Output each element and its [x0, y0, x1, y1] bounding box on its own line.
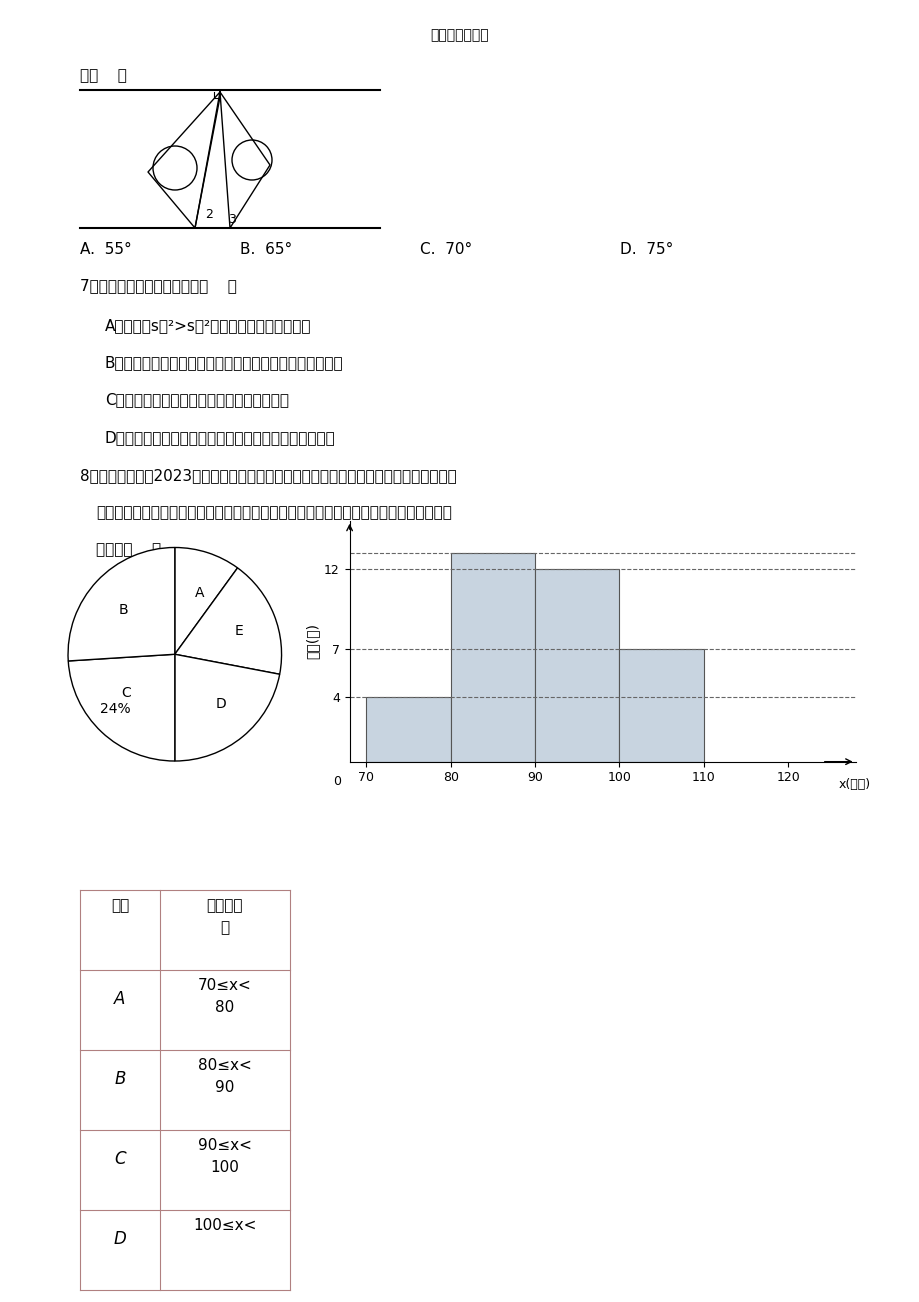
Text: 钟），并制作了如下的参赛者成绩组别表、扇形统计图和频数分布直方图．则下列说法正: 钟），并制作了如下的参赛者成绩组别表、扇形统计图和频数分布直方图．则下列说法正: [96, 505, 451, 519]
Text: 8．绥化市举办了2023年半程马拉松比赛，赛后随机抽取了部分参赛者的成绩（单位：分: 8．绥化市举办了2023年半程马拉松比赛，赛后随机抽取了部分参赛者的成绩（单位：…: [80, 467, 456, 483]
Text: B: B: [114, 1070, 126, 1088]
Text: B: B: [119, 603, 128, 617]
Bar: [535, 569, 618, 762]
Text: D: D: [215, 697, 226, 711]
Text: D: D: [114, 1230, 126, 1249]
Text: C.  70°: C. 70°: [420, 242, 471, 256]
Text: 绩: 绩: [221, 921, 230, 935]
Bar: [366, 698, 450, 762]
Text: 0: 0: [333, 775, 341, 788]
Text: A.  55°: A. 55°: [80, 242, 131, 256]
Bar: [450, 553, 535, 762]
Text: E: E: [234, 624, 243, 638]
Text: 3: 3: [228, 214, 235, 227]
Text: A．若方差s甲²>s乙²，则甲组数据的波动较小: A．若方差s甲²>s乙²，则甲组数据的波动较小: [105, 318, 312, 333]
Y-axis label: 频数(人): 频数(人): [306, 624, 320, 659]
Text: A: A: [114, 990, 126, 1008]
Text: 100: 100: [210, 1160, 239, 1174]
Text: C．三角形三条中线的交点叫做三角形的内心: C．三角形三条中线的交点叫做三角形的内心: [105, 392, 289, 408]
Text: 100≤x<: 100≤x<: [193, 1217, 256, 1233]
Text: 80: 80: [215, 1000, 234, 1016]
Text: 确的是（    ）: 确的是（ ）: [96, 542, 161, 557]
Wedge shape: [175, 654, 279, 760]
Text: 参赛者成: 参赛者成: [207, 898, 243, 913]
Text: 为（    ）: 为（ ）: [80, 68, 127, 83]
Text: x(分钟): x(分钟): [838, 777, 870, 790]
Text: 90≤x<: 90≤x<: [198, 1138, 252, 1154]
Text: A: A: [195, 586, 204, 600]
Text: B．直线外一点到这条直线的垂线段，叫做点到直线的距离: B．直线外一点到这条直线的垂线段，叫做点到直线的距离: [105, 355, 344, 370]
Text: 7．下列命题中叙述正确的是（    ）: 7．下列命题中叙述正确的是（ ）: [80, 279, 236, 293]
Bar: [618, 650, 703, 762]
Text: 组别: 组别: [111, 898, 129, 913]
Text: D．角的内部到角的两边的距离相等的点在角的平分线上: D．角的内部到角的两边的距离相等的点在角的平分线上: [105, 430, 335, 445]
Text: 2: 2: [205, 208, 212, 221]
Text: 70≤x<: 70≤x<: [198, 978, 252, 993]
Text: D.  75°: D. 75°: [619, 242, 673, 256]
Text: 四川天地人教育: 四川天地人教育: [430, 29, 489, 42]
Text: C
24%: C 24%: [100, 686, 130, 716]
Text: B.  65°: B. 65°: [240, 242, 292, 256]
Text: C: C: [114, 1150, 126, 1168]
Text: 80≤x<: 80≤x<: [198, 1059, 252, 1073]
Wedge shape: [68, 654, 175, 760]
Wedge shape: [175, 547, 237, 654]
Wedge shape: [175, 568, 281, 674]
Wedge shape: [68, 547, 175, 661]
Text: 90: 90: [215, 1079, 234, 1095]
